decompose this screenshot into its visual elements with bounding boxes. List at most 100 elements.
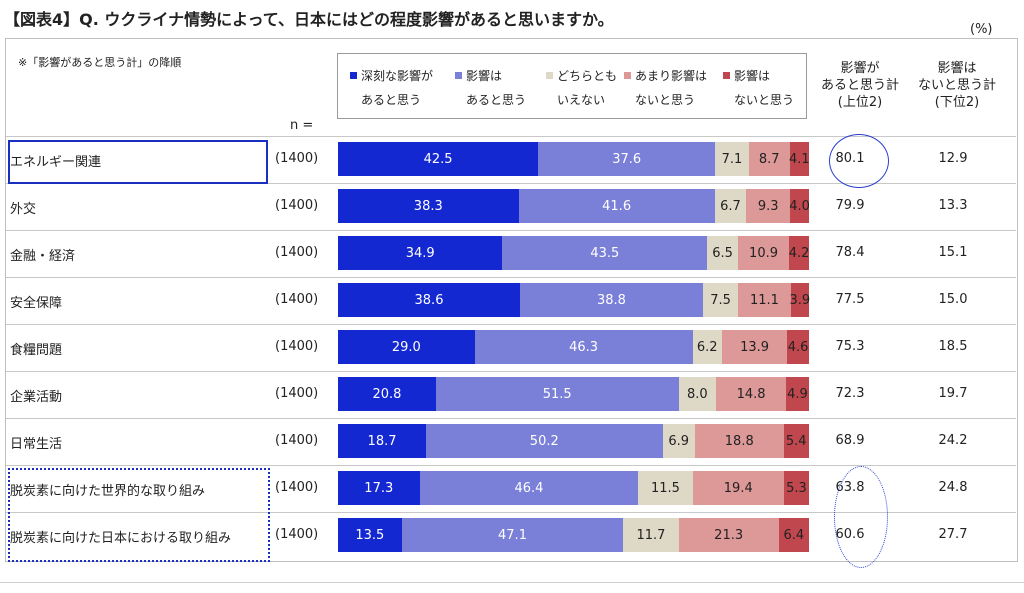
bottom2-header-line1: 影響は (937, 61, 977, 76)
bar-segment: 20.8 (338, 377, 436, 411)
bar-segment: 3.9 (789, 283, 810, 317)
sample-size: (1400) (275, 386, 319, 401)
top2-total-value: 68.9 (835, 433, 865, 448)
bar-segment: 6.7 (714, 189, 747, 223)
bar-segment: 47.1 (401, 518, 624, 552)
legend-label-1b: あると思う (361, 93, 422, 107)
legend-label-1: 深刻な影響が (361, 69, 434, 83)
bar-segment: 18.8 (694, 424, 784, 458)
bar-segment: 10.9 (737, 236, 790, 270)
bar-segment: 13.9 (721, 330, 788, 364)
bottom2-total-value: 27.7 (938, 527, 968, 542)
sort-note: ※「影響があると思う計」の降順 (18, 56, 182, 69)
bar-segment: 7.1 (715, 142, 749, 176)
bottom2-total-value: 19.7 (938, 386, 968, 401)
highlight-box-decarbonization (8, 468, 270, 562)
sample-size: (1400) (275, 339, 319, 354)
bar-segment: 41.6 (518, 189, 715, 223)
stacked-bar: 13.5 47.1 11.7 21.3 6.4 (338, 518, 809, 552)
top2-header-line2: あると思う計 (820, 78, 899, 93)
row-separator (6, 371, 1016, 372)
bar-segment: 46.3 (474, 330, 693, 364)
sample-size: (1400) (275, 292, 319, 307)
category-label: 脱炭素に向けた日本における取り組み (10, 531, 232, 546)
sample-size: (1400) (275, 198, 319, 213)
bottom2-total-value: 15.1 (938, 245, 968, 260)
bottom2-total-value: 12.9 (938, 151, 968, 166)
bar-segment: 8.0 (678, 377, 717, 411)
bar-segment: 38.8 (519, 283, 703, 317)
sample-size: (1400) (275, 245, 319, 260)
bar-segment: 5.3 (783, 471, 809, 505)
legend-item-some: 影響は あると思う (455, 64, 526, 112)
category-label: 安全保障 (10, 296, 63, 311)
bar-segment: 11.7 (623, 518, 679, 552)
sample-size: (1400) (275, 480, 319, 495)
category-label: 食糧問題 (10, 343, 63, 358)
bar-segment: 6.2 (692, 330, 722, 364)
category-label: エネルギー関連 (10, 155, 102, 170)
bar-segment: 18.7 (338, 424, 427, 458)
bar-segment: 42.5 (338, 142, 539, 176)
legend-swatch (350, 72, 357, 79)
legend-label-5b: ないと思う (734, 93, 795, 107)
legend-swatch (546, 72, 553, 79)
category-label: 金融・経済 (10, 249, 76, 264)
sample-size: (1400) (275, 527, 319, 542)
legend-swatch (723, 72, 730, 79)
category-label: 外交 (10, 202, 37, 217)
row-separator (6, 136, 1016, 137)
legend-label-5: 影響は (734, 69, 771, 83)
stacked-bar: 38.3 41.6 6.7 9.3 4.0 (338, 189, 810, 223)
legend-label-2: 影響は (466, 69, 503, 83)
top2-total-value: 77.5 (835, 292, 865, 307)
chart-title: 【図表4】Q. ウクライナ情勢によって、日本にはどの程度影響があると思いますか。 (4, 10, 614, 29)
bar-segment: 50.2 (426, 424, 663, 458)
legend-label-4b: ないと思う (635, 93, 696, 107)
top2-total-value: 79.9 (835, 198, 865, 213)
bar-segment: 5.4 (783, 424, 809, 458)
top2-total-value: 78.4 (835, 245, 865, 260)
legend-item-none: 影響は ないと思う (723, 64, 794, 112)
legend: 深刻な影響が あると思う 影響は あると思う どちらとも いえない あまり影響は… (337, 53, 807, 119)
category-label: 日常生活 (10, 437, 63, 452)
row-separator (6, 512, 1016, 513)
bottom2-total-value: 18.5 (938, 339, 968, 354)
bar-segment: 4.6 (787, 330, 809, 364)
unit-label: (%) (970, 22, 993, 37)
bar-segment: 13.5 (338, 518, 402, 552)
bottom2-total-value: 15.0 (938, 292, 968, 307)
bar-segment: 6.9 (662, 424, 695, 458)
legend-label-4: あまり影響は (635, 69, 708, 83)
bar-segment: 37.6 (538, 142, 716, 176)
row-separator (6, 465, 1016, 466)
top2-header-line1: 影響が (840, 61, 880, 76)
bar-segment: 38.3 (338, 189, 519, 223)
bar-segment: 4.9 (785, 377, 809, 411)
legend-item-severe: 深刻な影響が あると思う (350, 64, 433, 112)
bottom2-header-line3: (下位2) (934, 95, 980, 110)
stacked-bar: 18.7 50.2 6.9 18.8 5.4 (338, 424, 809, 458)
legend-swatch (455, 72, 462, 79)
sample-size: (1400) (275, 433, 319, 448)
bar-segment: 34.9 (338, 236, 503, 270)
bottom2-total-value: 13.3 (938, 198, 968, 213)
legend-label-2b: あると思う (466, 93, 527, 107)
row-separator (6, 277, 1016, 278)
row-separator (6, 324, 1016, 325)
bar-segment: 46.4 (419, 471, 639, 505)
legend-swatch (624, 72, 631, 79)
bar-segment: 17.3 (338, 471, 420, 505)
top2-total-value: 75.3 (835, 339, 865, 354)
legend-item-neutral: どちらとも いえない (546, 64, 617, 112)
bar-segment: 7.5 (702, 283, 739, 317)
bar-segment: 6.5 (707, 236, 738, 270)
stacked-bar: 38.6 38.8 7.5 11.1 3.9 (338, 283, 810, 317)
bottom2-header-line2: ないと思う計 (917, 78, 996, 93)
stacked-bar: 17.3 46.4 11.5 19.4 5.3 (338, 471, 809, 505)
top2-header: 影響が あると思う計 (上位2) (815, 60, 905, 111)
bottom2-total-value: 24.2 (938, 433, 968, 448)
bar-segment: 4.2 (789, 236, 809, 270)
row-separator (6, 418, 1016, 419)
bottom2-total-value: 24.8 (938, 480, 968, 495)
